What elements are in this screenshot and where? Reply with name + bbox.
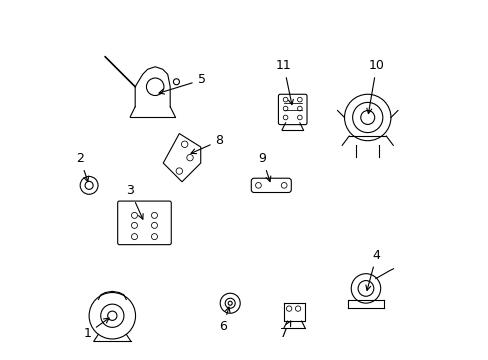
Text: 11: 11 [275, 59, 293, 105]
Text: 6: 6 [219, 307, 229, 333]
Text: 5: 5 [159, 73, 205, 94]
Text: 3: 3 [126, 184, 143, 219]
Text: 2: 2 [76, 152, 88, 181]
Text: 9: 9 [258, 152, 270, 181]
Text: 10: 10 [366, 59, 384, 113]
Text: 8: 8 [191, 134, 223, 154]
Text: 4: 4 [365, 248, 380, 291]
Text: 7: 7 [279, 321, 290, 340]
Text: 1: 1 [83, 318, 109, 340]
